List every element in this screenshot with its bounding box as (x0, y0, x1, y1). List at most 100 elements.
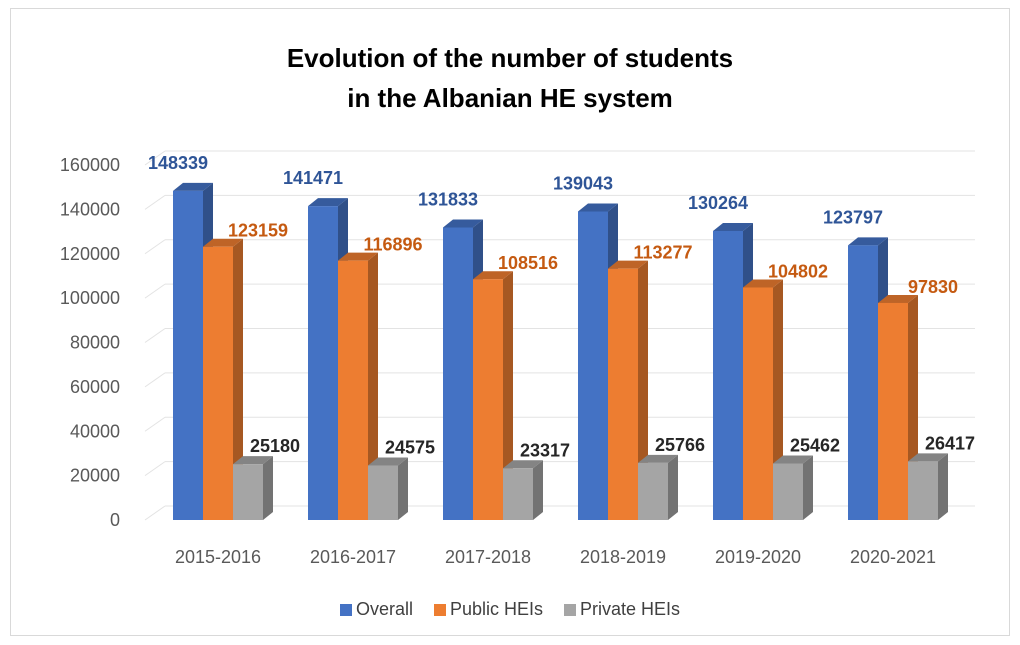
bar-side (368, 252, 378, 520)
bar-side (668, 454, 678, 520)
bar (848, 245, 878, 520)
x-tick-label: 2017-2018 (445, 547, 531, 567)
legend-swatch-overall (339, 603, 352, 616)
gridline-side (144, 239, 166, 255)
bar (578, 211, 608, 520)
bar (233, 464, 263, 520)
bar-top (638, 454, 678, 463)
data-label: 116896 (363, 235, 422, 255)
legend-swatch-private (564, 603, 577, 616)
gridline-side (144, 150, 166, 166)
data-label: 25766 (655, 435, 705, 455)
gridline-side (144, 194, 166, 210)
gridline-side (144, 328, 166, 343)
bar-side (938, 453, 948, 520)
data-label: 131833 (418, 189, 478, 209)
x-tick-label: 2018-2019 (580, 547, 666, 567)
bar (473, 279, 503, 520)
legend-label-public: Public HEIs (449, 599, 544, 619)
y-tick-label: 40000 (70, 421, 120, 441)
bar-top (848, 237, 888, 246)
data-label: 97830 (908, 277, 958, 297)
data-label: 108516 (498, 253, 558, 273)
bar-side (503, 271, 513, 520)
y-tick-label: 80000 (70, 333, 120, 353)
bar-top (233, 456, 273, 465)
bar-top (368, 457, 408, 466)
data-label: 139043 (553, 173, 613, 193)
data-label: 123797 (823, 207, 883, 227)
bar (173, 190, 203, 520)
chart-title: Evolution of the number of students in t… (0, 38, 1020, 118)
y-tick-label: 120000 (60, 244, 120, 264)
chart-title-line-2: in the Albanian HE system (347, 83, 673, 113)
bar-side (803, 455, 813, 520)
data-label: 25462 (790, 436, 840, 456)
bar-top (308, 198, 348, 207)
data-label: 23317 (520, 440, 570, 460)
chart-legend: Overall Public HEIs Private HEIs (0, 599, 1020, 621)
bar-top (878, 294, 918, 303)
x-tick-label: 2015-2016 (175, 547, 261, 567)
bar-side (533, 460, 543, 520)
legend-label-overall: Overall (355, 599, 413, 619)
gridline-side (144, 416, 166, 432)
bar-side (398, 457, 408, 520)
bar (368, 465, 398, 520)
data-label: 113277 (633, 243, 692, 263)
bar-top (203, 238, 243, 247)
y-tick-label: 20000 (70, 466, 120, 486)
gridline-side (144, 283, 166, 299)
bar-top (503, 460, 543, 469)
data-label: 104802 (768, 261, 828, 281)
bar-top (908, 453, 948, 462)
bar-side (233, 238, 243, 520)
x-tick-label: 2020-2021 (850, 547, 936, 567)
bar (908, 461, 938, 520)
data-label: 141471 (283, 168, 343, 188)
y-tick-label: 160000 (60, 155, 120, 175)
x-tick-label: 2019-2020 (715, 547, 801, 567)
legend-item-private: Private HEIs (564, 599, 680, 620)
bar-side (263, 456, 273, 520)
y-tick-label: 100000 (60, 288, 120, 308)
bar-top (773, 455, 813, 464)
bar-top (443, 219, 483, 228)
data-label: 26417 (925, 433, 975, 453)
bar-top (338, 252, 378, 261)
data-label: 25180 (250, 436, 300, 456)
y-tick-label: 140000 (60, 199, 120, 219)
bar (773, 463, 803, 520)
gridline-side (144, 505, 166, 521)
bar-top (173, 182, 213, 191)
data-label: 130264 (688, 193, 748, 213)
bar (638, 462, 668, 520)
legend-item-public: Public HEIs (433, 599, 544, 620)
bar-top (743, 279, 783, 288)
bar-top (713, 222, 753, 231)
bar (743, 287, 773, 520)
chart-title-line-1: Evolution of the number of students (286, 43, 734, 73)
bar (308, 206, 338, 521)
gridline-side (144, 372, 166, 388)
legend-label-private: Private HEIs (580, 599, 681, 619)
bar (203, 246, 233, 520)
bar-top (608, 260, 648, 269)
gridline-side (144, 461, 166, 477)
y-tick-label: 0 (110, 510, 120, 530)
data-label: 24575 (385, 437, 435, 457)
bar-top (578, 203, 618, 212)
y-tick-label: 60000 (70, 377, 120, 397)
bar (503, 468, 533, 520)
legend-item-overall: Overall (339, 599, 413, 620)
legend-swatch-public (433, 603, 446, 616)
data-label: 148339 (148, 153, 208, 173)
bar (878, 302, 908, 520)
bar (338, 260, 368, 520)
bar (713, 230, 743, 520)
bar (443, 227, 473, 520)
bar-top (473, 271, 513, 280)
data-label: 123159 (228, 221, 288, 241)
bar-side (638, 260, 648, 520)
